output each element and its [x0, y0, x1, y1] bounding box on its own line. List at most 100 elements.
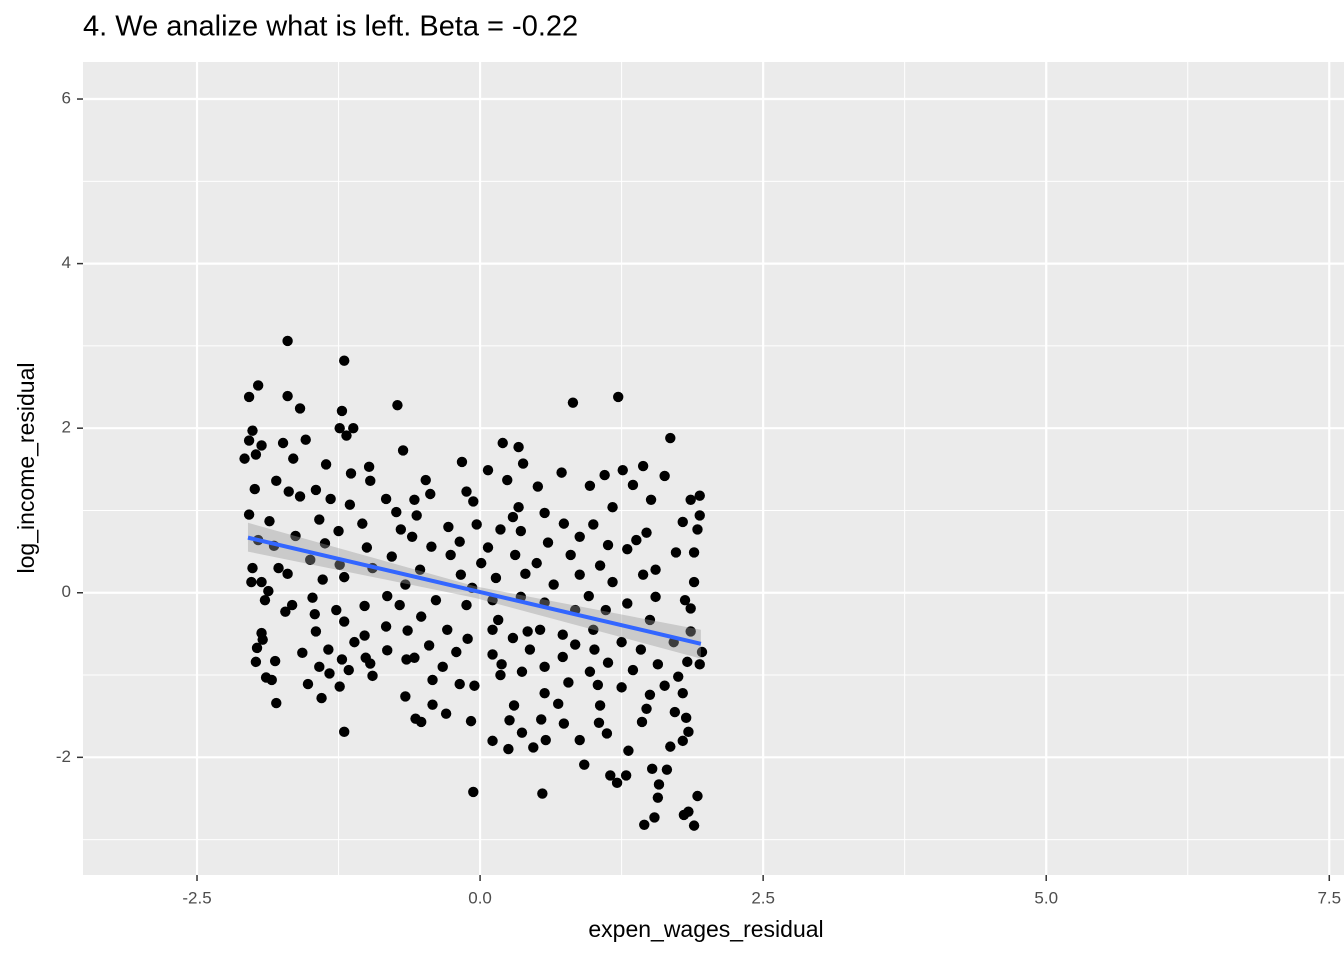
point [286, 599, 298, 611]
point [532, 481, 544, 492]
point [334, 422, 345, 434]
point [344, 499, 356, 510]
point [271, 697, 282, 709]
point [678, 809, 690, 821]
point [507, 632, 519, 644]
point [520, 568, 531, 580]
point [288, 453, 299, 464]
point [465, 715, 477, 727]
point [563, 677, 574, 688]
point [273, 562, 284, 574]
point [602, 539, 614, 551]
point [649, 812, 660, 823]
point [382, 645, 393, 656]
point [339, 616, 350, 627]
point [468, 786, 479, 798]
point [524, 644, 536, 655]
point [277, 437, 289, 449]
x-axis-title: expen_wages_residual [588, 916, 823, 942]
point [382, 590, 393, 602]
point [607, 576, 618, 588]
point [401, 654, 412, 665]
point [294, 403, 306, 414]
point [395, 524, 407, 535]
point [540, 734, 551, 746]
point [263, 585, 274, 597]
point [644, 689, 656, 700]
point [553, 698, 564, 710]
point [305, 554, 316, 566]
point [685, 603, 696, 614]
point [635, 644, 647, 655]
x-tick-label: 2.5 [751, 888, 775, 907]
point [455, 569, 467, 580]
point [426, 541, 437, 552]
point [246, 576, 257, 588]
point [616, 636, 627, 648]
point [542, 537, 554, 548]
point [391, 506, 402, 518]
point [601, 728, 613, 739]
point [670, 547, 682, 558]
point [283, 486, 294, 497]
point [558, 518, 570, 529]
point [264, 515, 275, 527]
point [639, 819, 650, 831]
point [631, 534, 642, 546]
point [692, 524, 703, 535]
point [482, 464, 494, 476]
point [504, 715, 515, 726]
y-tick-label: 4 [62, 253, 71, 272]
y-tick-label: 6 [62, 89, 71, 108]
chart-title: 4. We analize what is left. Beta = -0.22 [83, 11, 578, 43]
point [493, 614, 504, 626]
point [471, 519, 482, 530]
y-axis-title: log_income_residual [13, 363, 39, 574]
point [682, 656, 693, 668]
point [507, 511, 519, 523]
point [443, 521, 454, 533]
point [602, 657, 614, 668]
point [636, 716, 648, 728]
point [250, 449, 262, 460]
point [641, 703, 652, 714]
point [282, 568, 293, 580]
point [539, 661, 550, 673]
point [677, 735, 688, 747]
point [468, 496, 479, 507]
point [584, 480, 596, 491]
point [653, 779, 665, 790]
point [427, 699, 438, 710]
point [314, 661, 325, 673]
point [588, 624, 599, 635]
point [685, 626, 696, 637]
point [574, 531, 585, 542]
point [454, 678, 465, 690]
point [622, 598, 633, 609]
point [677, 516, 688, 528]
point [316, 692, 327, 704]
point [271, 475, 282, 487]
point [574, 569, 585, 580]
point [659, 470, 670, 482]
point [282, 390, 293, 402]
point [349, 636, 360, 648]
point [243, 391, 255, 403]
point [345, 468, 357, 479]
point [380, 621, 392, 632]
point [461, 599, 472, 611]
point [517, 458, 529, 469]
point [669, 706, 681, 718]
point [239, 453, 250, 464]
point [243, 509, 255, 520]
point [251, 642, 263, 654]
point [685, 494, 696, 505]
point [496, 659, 507, 670]
x-tick-label: 5.0 [1034, 888, 1058, 907]
point [502, 474, 513, 486]
point [650, 591, 661, 603]
point [593, 717, 605, 728]
point [334, 681, 345, 692]
point [677, 687, 688, 699]
point [688, 576, 700, 588]
